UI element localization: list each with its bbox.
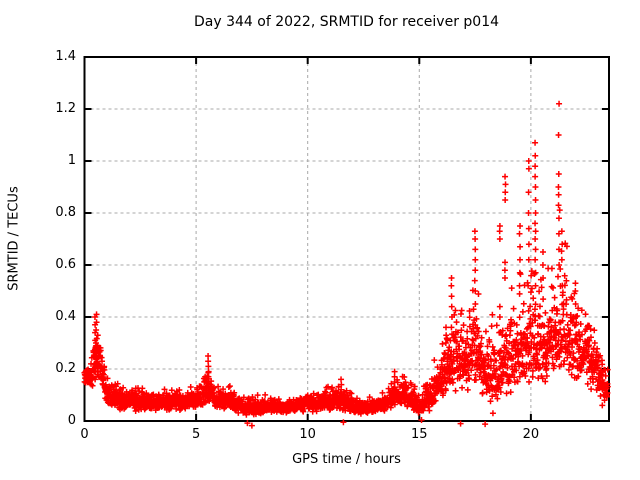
- y-tick-label: 1.2: [55, 101, 76, 116]
- y-tick-label: 0: [67, 413, 76, 428]
- y-tick-label: 1.4: [55, 49, 76, 64]
- y-tick-label: 0.2: [55, 361, 76, 376]
- x-tick-label: 5: [191, 427, 201, 442]
- y-tick-label: 0.6: [55, 257, 76, 272]
- x-tick-label: 20: [522, 427, 540, 442]
- chart-title: Day 344 of 2022, SRMTID for receiver p01…: [193, 14, 500, 30]
- x-tick-label: 10: [299, 427, 316, 442]
- x-tick-label: 0: [80, 427, 89, 442]
- x-tick-label: 15: [411, 427, 428, 442]
- x-axis-label: GPS time / hours: [292, 452, 401, 467]
- y-tick-label: 0.8: [55, 205, 76, 220]
- y-tick-label: 0.4: [55, 309, 76, 324]
- y-tick-label: 1: [67, 153, 76, 168]
